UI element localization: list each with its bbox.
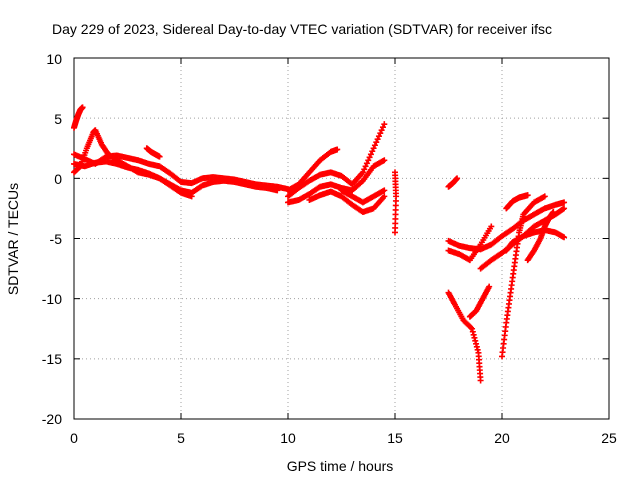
series-track-e [143,145,163,160]
y-tick-label: -5 [50,231,63,247]
data-point [381,121,388,128]
data-point [374,136,381,143]
data-point [469,328,476,335]
series-track-a [71,104,86,131]
series-track-f [285,146,341,194]
data-point [367,151,374,158]
data-point [471,334,478,341]
data-point [550,209,557,216]
data-point [362,163,369,170]
series-track-i [306,188,388,216]
data-point [359,169,366,176]
data-point [378,127,385,134]
data-point [371,142,378,149]
data-point [369,148,376,155]
y-tick-label: 0 [54,171,62,187]
data-point [473,343,480,350]
data-point [381,157,388,164]
chart-title: Day 229 of 2023, Sidereal Day-to-day VTE… [52,21,552,37]
data-point [472,337,479,344]
data-point [365,157,372,164]
x-tick-label: 0 [70,430,78,446]
y-axis-label: SDTVAR / TECUs [5,183,21,295]
data-point [541,193,548,200]
series-track-g [285,121,388,200]
data-point [454,175,461,182]
data-point [274,187,281,194]
axis-ticks [73,57,610,420]
data-point [366,154,373,161]
data-point [156,153,163,160]
series-track-h [285,157,388,206]
series-track-o [445,289,484,384]
series-track-j [338,187,388,206]
data-point [370,145,377,152]
data-point [469,325,476,332]
data-point [524,192,531,199]
data-point [473,340,480,347]
x-tick-label: 15 [387,430,403,446]
data-point [486,283,493,290]
data-point [381,193,388,200]
data-point [377,130,384,137]
data-point [392,229,398,236]
data-point [363,160,370,167]
data-point [188,193,195,200]
data-point [467,324,474,331]
y-tick-label: -10 [42,291,62,307]
series-track-l [445,175,461,190]
data-points [71,104,568,384]
y-tick-label: -15 [42,351,62,367]
series-track-d [71,127,195,200]
data-point [477,377,484,384]
data-point [375,133,382,140]
x-tick-label: 25 [601,430,617,446]
y-tick-label: 10 [46,51,62,67]
data-point [474,346,481,353]
data-point [561,205,568,212]
data-point [561,199,568,206]
data-point [470,331,477,338]
y-tick-label: -20 [42,411,62,427]
x-axis-label: GPS time / hours [287,458,394,474]
data-point [381,187,388,194]
x-tick-label: 20 [494,430,510,446]
series-track-n [445,223,495,264]
x-tick-label: 5 [177,430,185,446]
data-point [379,124,386,131]
series-track-k [392,169,400,236]
y-tick-label: 5 [54,111,62,127]
series-track-u [503,192,531,212]
series-track-t [524,209,557,264]
x-tick-label: 10 [280,430,296,446]
data-point [334,146,341,153]
data-point [488,223,495,230]
series-track-p [466,283,493,320]
data-point [79,104,86,111]
data-point [373,139,380,146]
data-point [361,166,368,173]
series-track-r [499,193,548,360]
grid-lines [74,58,609,419]
data-point [561,234,568,241]
